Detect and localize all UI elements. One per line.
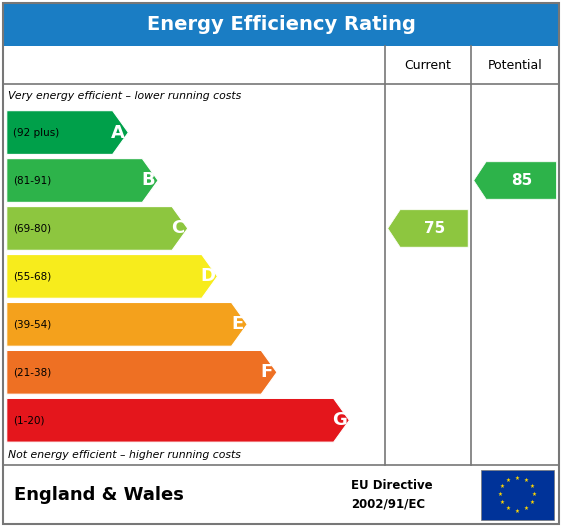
Polygon shape — [7, 350, 277, 394]
Text: E: E — [231, 315, 243, 334]
Text: C: C — [171, 219, 184, 238]
Text: (92 plus): (92 plus) — [13, 128, 60, 138]
Text: ★: ★ — [497, 492, 502, 497]
Text: (21-38): (21-38) — [13, 367, 52, 377]
Text: (1-20): (1-20) — [13, 415, 45, 425]
Text: ★: ★ — [506, 479, 511, 483]
Text: Potential: Potential — [488, 58, 542, 72]
Polygon shape — [7, 398, 350, 442]
Text: EU Directive: EU Directive — [351, 479, 433, 492]
Text: Very energy efficient – lower running costs: Very energy efficient – lower running co… — [8, 92, 242, 101]
Text: (81-91): (81-91) — [13, 175, 52, 186]
Bar — [481, 470, 554, 520]
Polygon shape — [7, 111, 128, 154]
Text: 75: 75 — [424, 221, 445, 236]
Text: England & Wales: England & Wales — [14, 486, 184, 504]
Text: G: G — [332, 411, 347, 430]
Bar — [3, 3, 559, 46]
Text: ★: ★ — [529, 501, 534, 505]
Text: 2002/91/EC: 2002/91/EC — [351, 498, 425, 511]
Text: ★: ★ — [523, 506, 528, 511]
Text: D: D — [200, 267, 215, 286]
Polygon shape — [474, 162, 556, 199]
Text: 85: 85 — [511, 173, 532, 188]
Polygon shape — [7, 159, 158, 202]
Text: ★: ★ — [515, 476, 519, 481]
Text: A: A — [111, 123, 125, 142]
Polygon shape — [7, 302, 247, 346]
Text: B: B — [141, 171, 155, 190]
Text: ★: ★ — [532, 492, 537, 497]
Text: F: F — [261, 363, 273, 382]
Text: (69-80): (69-80) — [13, 223, 52, 233]
Polygon shape — [388, 210, 468, 247]
Polygon shape — [7, 255, 217, 298]
Text: ★: ★ — [515, 509, 519, 513]
Polygon shape — [7, 207, 188, 250]
Bar — [3, 465, 559, 524]
Text: Not energy efficient – higher running costs: Not energy efficient – higher running co… — [8, 450, 241, 460]
Text: ★: ★ — [506, 506, 511, 511]
Text: (39-54): (39-54) — [13, 319, 52, 329]
Text: ★: ★ — [529, 484, 534, 489]
Text: ★: ★ — [523, 479, 528, 483]
Text: ★: ★ — [500, 484, 505, 489]
Text: Current: Current — [405, 58, 451, 72]
Text: (55-68): (55-68) — [13, 271, 52, 281]
Text: Energy Efficiency Rating: Energy Efficiency Rating — [147, 15, 415, 34]
Text: ★: ★ — [500, 501, 505, 505]
